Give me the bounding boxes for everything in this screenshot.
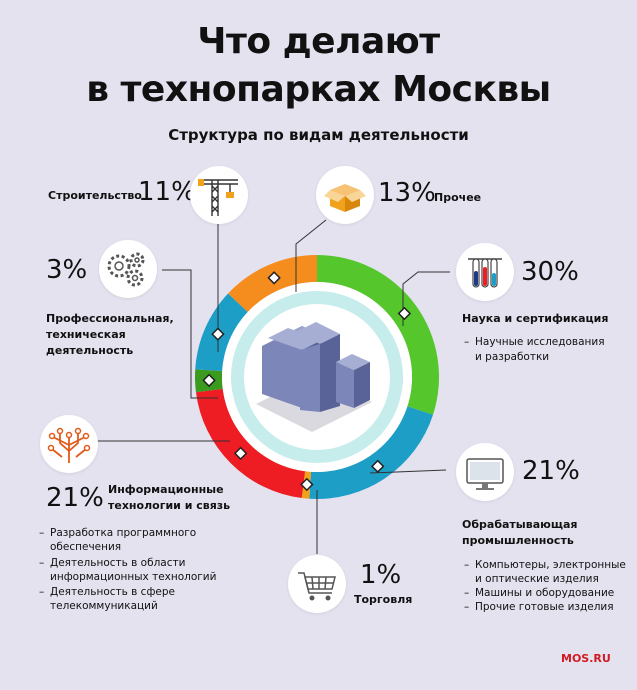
science-item-1-cont: и разработки xyxy=(475,351,550,363)
trade-label: Торговля xyxy=(354,593,413,606)
it-label-line-1: Информационные xyxy=(108,483,224,496)
it-item-2-cont: информационных технологий xyxy=(50,571,217,583)
crane-icon xyxy=(198,179,238,216)
donut-slice-1 xyxy=(317,255,439,415)
manufacturing-item-3: Прочие готовые изделия xyxy=(464,601,614,615)
trade-icon-circle xyxy=(288,555,346,613)
it-item-2: Деятельность в области xyxy=(39,557,185,571)
manufacturing-icon-circle xyxy=(456,443,514,501)
test-tubes-icon xyxy=(468,258,502,288)
title-line-2: в технопарках Москвы xyxy=(86,69,551,110)
donut-slice-7 xyxy=(228,255,317,312)
professional-value: 3% xyxy=(46,255,88,285)
professional-label-line-3: деятельность xyxy=(46,344,134,357)
slice-marker-2 xyxy=(370,459,385,474)
it-item-1: Разработка программного xyxy=(39,527,196,541)
donut-slice-4 xyxy=(195,388,306,499)
it-item-3-cont: телекоммуникаций xyxy=(50,600,158,612)
box-icon xyxy=(324,184,366,212)
circuit-tree-icon xyxy=(47,427,91,463)
science-item-1: Научные исследования xyxy=(464,336,605,350)
slice-marker-5 xyxy=(202,373,216,388)
manufacturing-label-line-1: Обрабатывающая xyxy=(462,518,578,531)
title-line-1: Что делают xyxy=(197,21,440,62)
subtitle: Структура по видам деятельности xyxy=(168,126,469,144)
it-value: 21% xyxy=(46,483,104,513)
manufacturing-item-1-cont: и оптические изделия xyxy=(475,573,599,585)
slice-markers xyxy=(202,271,412,492)
it-item-3: Деятельность в сфере xyxy=(39,586,175,600)
slice-marker-4 xyxy=(233,446,248,461)
other-label: Прочее xyxy=(434,191,482,204)
manufacturing-label-line-2: промышленность xyxy=(462,534,574,547)
slice-marker-1 xyxy=(397,306,412,321)
shopping-cart-icon xyxy=(298,572,336,601)
brand-logo: MOS.RU xyxy=(561,652,611,665)
construction-icon-circle xyxy=(190,166,248,224)
slice-marker-6 xyxy=(211,327,225,341)
trade-value: 1% xyxy=(360,560,402,590)
donut-slice-2 xyxy=(309,406,434,499)
it-label-line-2: технологии и связь xyxy=(108,499,231,512)
construction-value: 11% xyxy=(138,177,196,207)
science-label: Наука и сертификация xyxy=(462,312,609,325)
manufacturing-item-2: Машины и оборудование xyxy=(464,587,614,601)
it-item-1-cont: обеспечения xyxy=(50,541,122,553)
science-value: 30% xyxy=(521,257,579,287)
monitor-icon xyxy=(466,458,504,490)
professional-icon-circle xyxy=(99,240,157,298)
buildings-icon xyxy=(256,322,372,432)
professional-label-line-2: техническая xyxy=(46,328,126,341)
professional-label-line-1: Профессиональная, xyxy=(46,312,174,325)
manufacturing-item-1: Компьютеры, электронные xyxy=(464,559,626,573)
science-icon-circle xyxy=(456,243,514,301)
construction-label: Строительство xyxy=(48,189,142,202)
gears-icon xyxy=(107,252,145,287)
slice-marker-3 xyxy=(300,477,314,492)
manufacturing-value: 21% xyxy=(522,456,580,486)
it-icon-circle xyxy=(40,415,98,473)
slice-marker-7 xyxy=(267,271,281,285)
other-icon-circle xyxy=(316,166,374,224)
other-value: 13% xyxy=(378,178,436,208)
